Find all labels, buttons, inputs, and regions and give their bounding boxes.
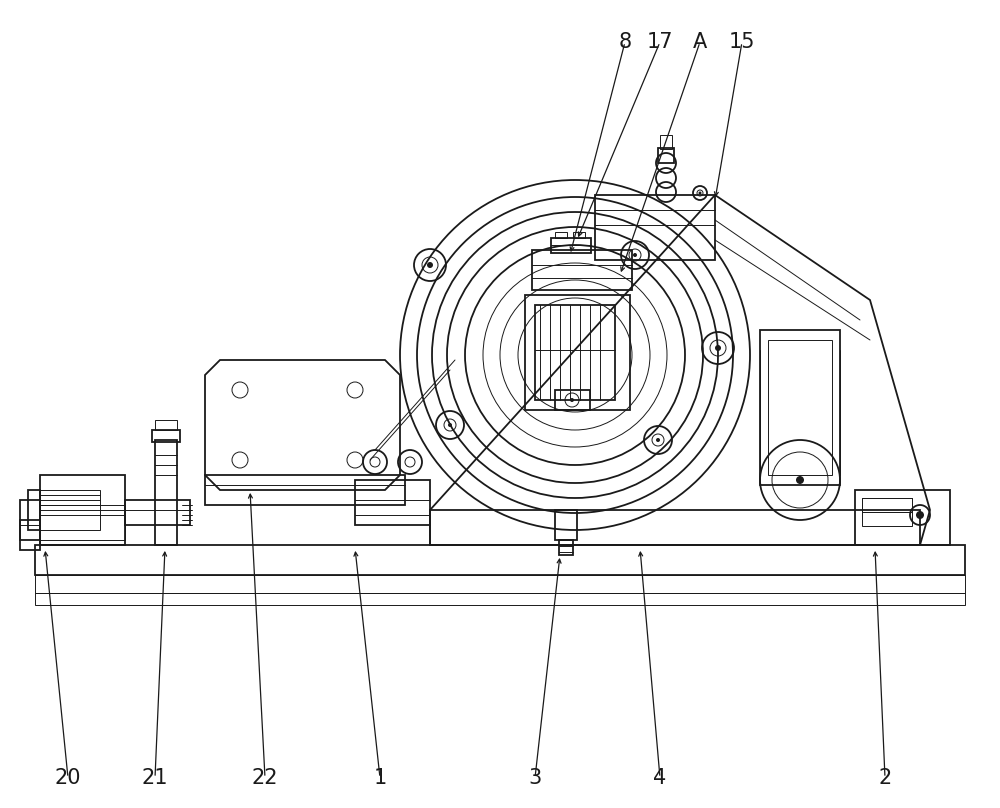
Text: 4: 4 — [653, 768, 667, 788]
Bar — [573, 232, 585, 238]
Bar — [35, 575, 965, 593]
Circle shape — [427, 262, 433, 268]
Text: 22: 22 — [252, 768, 278, 788]
Text: 15: 15 — [729, 32, 755, 52]
Bar — [152, 430, 180, 442]
Bar — [35, 593, 965, 605]
Circle shape — [916, 511, 924, 519]
Text: 1: 1 — [373, 768, 387, 788]
Bar — [430, 510, 920, 545]
Text: 2: 2 — [878, 768, 892, 788]
Bar — [20, 500, 40, 550]
Bar — [535, 305, 615, 400]
Bar — [555, 510, 577, 540]
Bar — [559, 540, 573, 555]
Bar — [658, 148, 674, 163]
Text: 8: 8 — [618, 32, 632, 52]
Circle shape — [715, 345, 721, 351]
Circle shape — [796, 476, 804, 484]
Text: 20: 20 — [55, 768, 81, 788]
Bar — [525, 295, 630, 410]
Bar — [555, 390, 590, 410]
Text: 21: 21 — [142, 768, 168, 788]
Bar — [551, 238, 591, 253]
Text: 17: 17 — [647, 32, 673, 52]
Bar — [125, 500, 190, 525]
Circle shape — [633, 253, 637, 257]
Bar — [28, 490, 40, 530]
Bar — [660, 135, 672, 149]
Bar — [760, 330, 840, 485]
Text: A: A — [693, 32, 707, 52]
Bar — [862, 498, 912, 512]
Bar — [855, 490, 950, 545]
Circle shape — [656, 438, 660, 442]
Bar — [155, 420, 177, 430]
Bar — [40, 475, 125, 545]
Bar — [532, 250, 632, 290]
Bar — [862, 498, 912, 526]
Bar — [205, 475, 405, 505]
Bar — [155, 440, 177, 545]
Bar — [40, 505, 125, 540]
Bar — [20, 520, 40, 540]
Bar — [40, 490, 100, 530]
Circle shape — [570, 398, 574, 402]
Bar — [768, 340, 832, 475]
Circle shape — [698, 191, 702, 195]
Circle shape — [448, 423, 452, 427]
Bar — [555, 232, 567, 238]
Bar — [355, 480, 430, 525]
Bar — [595, 195, 715, 260]
Bar — [35, 545, 965, 575]
Text: 3: 3 — [528, 768, 542, 788]
